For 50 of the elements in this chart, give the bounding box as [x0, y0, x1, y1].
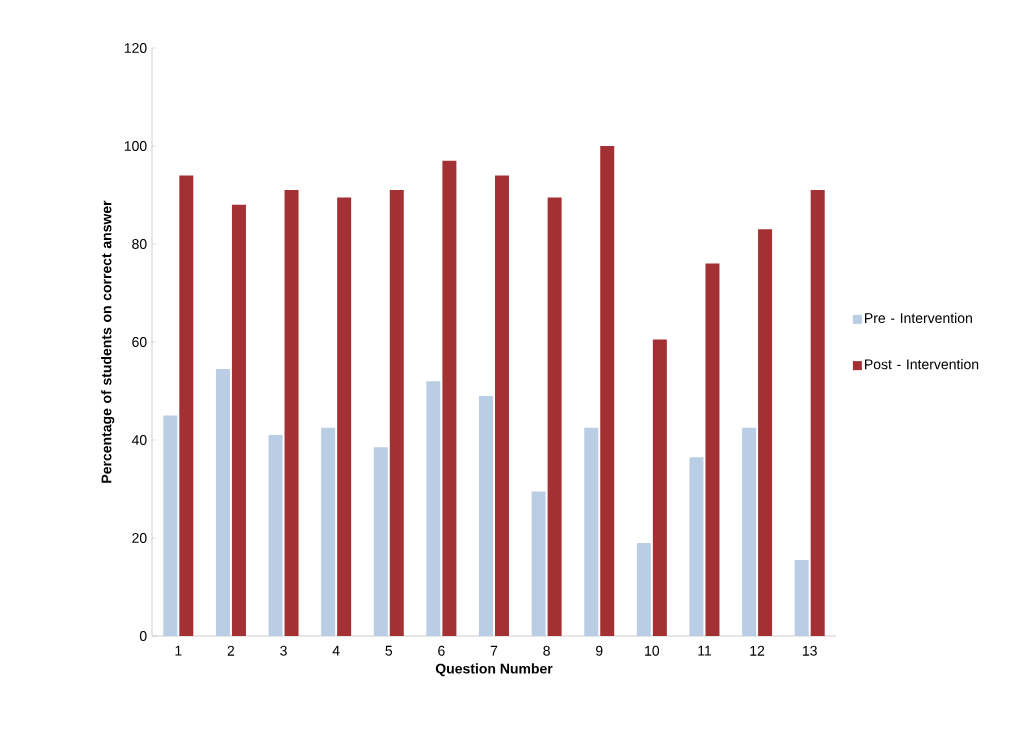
bar — [321, 427, 336, 636]
x-axis-title: Question Number — [435, 663, 553, 677]
bar — [600, 146, 615, 636]
bar — [584, 427, 599, 636]
bar — [705, 263, 720, 636]
bar — [389, 190, 404, 636]
bar — [794, 560, 809, 636]
bar — [636, 542, 651, 636]
bar — [284, 190, 299, 636]
x-tick-label: 11 — [698, 645, 712, 656]
x-tick-label: 7 — [490, 645, 498, 656]
x-tick-label: 10 — [645, 645, 660, 656]
y-tick-label: 20 — [132, 533, 147, 543]
bar — [179, 175, 194, 636]
bar — [810, 190, 825, 636]
bar — [373, 447, 388, 636]
bar — [163, 415, 178, 636]
bar — [426, 381, 441, 636]
x-tick-label: 2 — [227, 645, 235, 656]
y-tick-label: 0 — [139, 631, 147, 641]
y-tick-label: 100 — [124, 141, 147, 151]
bar — [479, 395, 494, 636]
bar — [652, 339, 667, 636]
bar — [442, 160, 457, 636]
bar — [742, 427, 757, 636]
bar — [215, 368, 230, 636]
bar — [231, 204, 246, 636]
x-tick-label: 1 — [175, 645, 182, 656]
y-tick-label: 60 — [132, 337, 147, 347]
legend-label: Post - Intervention — [865, 358, 979, 370]
x-tick-label: 6 — [438, 645, 445, 656]
y-tick-label: 120 — [124, 43, 147, 53]
bar — [547, 197, 562, 636]
bar — [758, 229, 773, 636]
x-tick-label: 4 — [332, 645, 340, 656]
y-tick-label: 80 — [132, 239, 147, 249]
legend-label: Pre - Intervention — [865, 312, 972, 324]
bar — [531, 491, 546, 636]
x-tick-label: 12 — [750, 645, 765, 656]
x-tick-label: 13 — [802, 645, 817, 656]
x-tick-label: 3 — [280, 645, 287, 656]
bar — [337, 197, 352, 636]
x-tick-label: 5 — [385, 645, 393, 656]
bar — [268, 435, 283, 636]
bar — [689, 457, 704, 636]
x-tick-label: 9 — [596, 645, 603, 656]
y-axis-title: Percentage of students on correct answer — [101, 200, 115, 483]
y-tick-label: 40 — [131, 435, 147, 445]
x-tick-label: 8 — [543, 645, 550, 656]
bar — [495, 175, 510, 636]
